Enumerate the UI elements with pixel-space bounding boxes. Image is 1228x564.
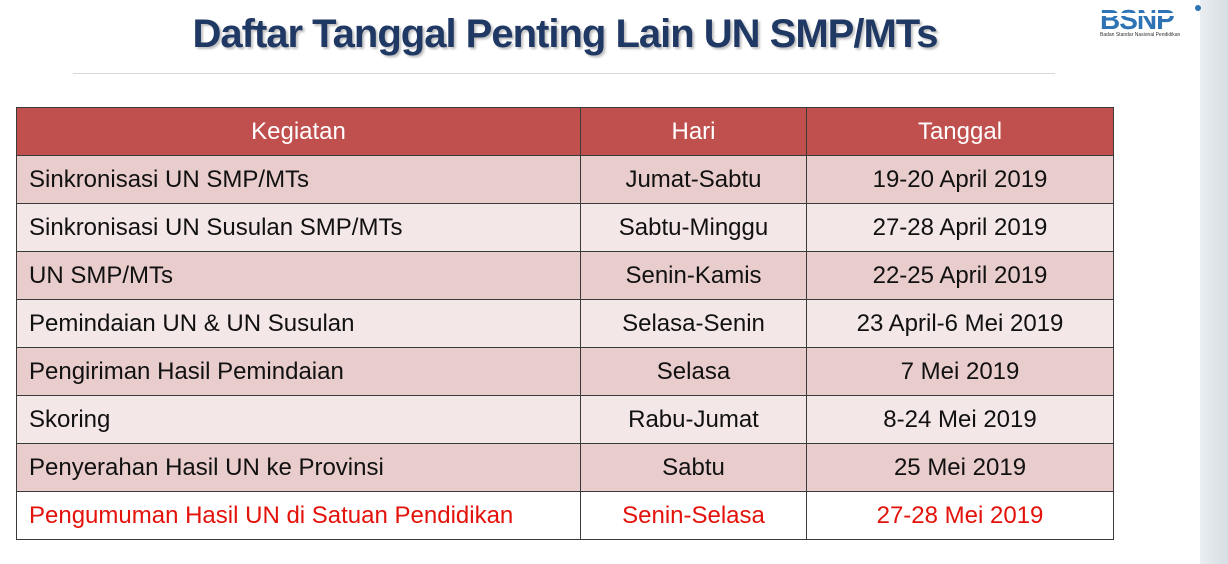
cell-tanggal: 27-28 Mei 2019 [806,491,1114,540]
table-row: Sinkronisasi UN SMP/MTs Jumat-Sabtu 19-2… [16,155,1114,204]
title-divider [73,73,1055,74]
table-row: Penyerahan Hasil UN ke Provinsi Sabtu 25… [16,443,1114,492]
cell-hari: Senin-Kamis [580,251,807,300]
cell-kegiatan: Sinkronisasi UN SMP/MTs [16,155,581,204]
cell-tanggal: 8-24 Mei 2019 [806,395,1114,444]
cell-hari: Rabu-Jumat [580,395,807,444]
bsnp-logo-mark: BSNP [1100,4,1201,35]
cell-hari: Sabtu-Minggu [580,203,807,252]
cell-tanggal: 7 Mei 2019 [806,347,1114,396]
cell-kegiatan: Pengumuman Hasil UN di Satuan Pendidikan [16,491,581,540]
table-row: UN SMP/MTs Senin-Kamis 22-25 April 2019 [16,251,1114,300]
cell-tanggal: 25 Mei 2019 [806,443,1114,492]
cell-tanggal: 22-25 April 2019 [806,251,1114,300]
cell-kegiatan: Penyerahan Hasil UN ke Provinsi [16,443,581,492]
logo-caption: Badan Standar Nasional Pendidikan [1100,32,1181,38]
cell-hari: Senin-Selasa [580,491,807,540]
table-row-highlighted: Pengumuman Hasil UN di Satuan Pendidikan… [16,491,1114,540]
column-header-hari: Hari [580,107,807,156]
table-row: Skoring Rabu-Jumat 8-24 Mei 2019 [16,395,1114,444]
cell-kegiatan: Pengiriman Hasil Pemindaian [16,347,581,396]
bsnp-logo: BSNP [1098,2,1208,42]
cell-hari: Selasa-Senin [580,299,807,348]
schedule-table: Kegiatan Hari Tanggal Sinkronisasi UN SM… [16,107,1114,540]
table-header-row: Kegiatan Hari Tanggal [16,107,1114,156]
cell-tanggal: 23 April-6 Mei 2019 [806,299,1114,348]
cell-kegiatan: Skoring [16,395,581,444]
table-row: Pemindaian UN & UN Susulan Selasa-Senin … [16,299,1114,348]
cell-tanggal: 19-20 April 2019 [806,155,1114,204]
cell-hari: Jumat-Sabtu [580,155,807,204]
slide-title: Daftar Tanggal Penting Lain UN SMP/MTs [192,12,938,56]
slide-edge-panel [1200,0,1228,564]
column-header-tanggal: Tanggal [806,107,1114,156]
cell-hari: Selasa [580,347,807,396]
cell-kegiatan: UN SMP/MTs [16,251,581,300]
cell-hari: Sabtu [580,443,807,492]
column-header-kegiatan: Kegiatan [16,107,581,156]
cell-tanggal: 27-28 April 2019 [806,203,1114,252]
table-row: Sinkronisasi UN Susulan SMP/MTs Sabtu-Mi… [16,203,1114,252]
cell-kegiatan: Sinkronisasi UN Susulan SMP/MTs [16,203,581,252]
bsnp-logo-text: BSNP [1100,4,1174,34]
table-row: Pengiriman Hasil Pemindaian Selasa 7 Mei… [16,347,1114,396]
cell-kegiatan: Pemindaian UN & UN Susulan [16,299,581,348]
